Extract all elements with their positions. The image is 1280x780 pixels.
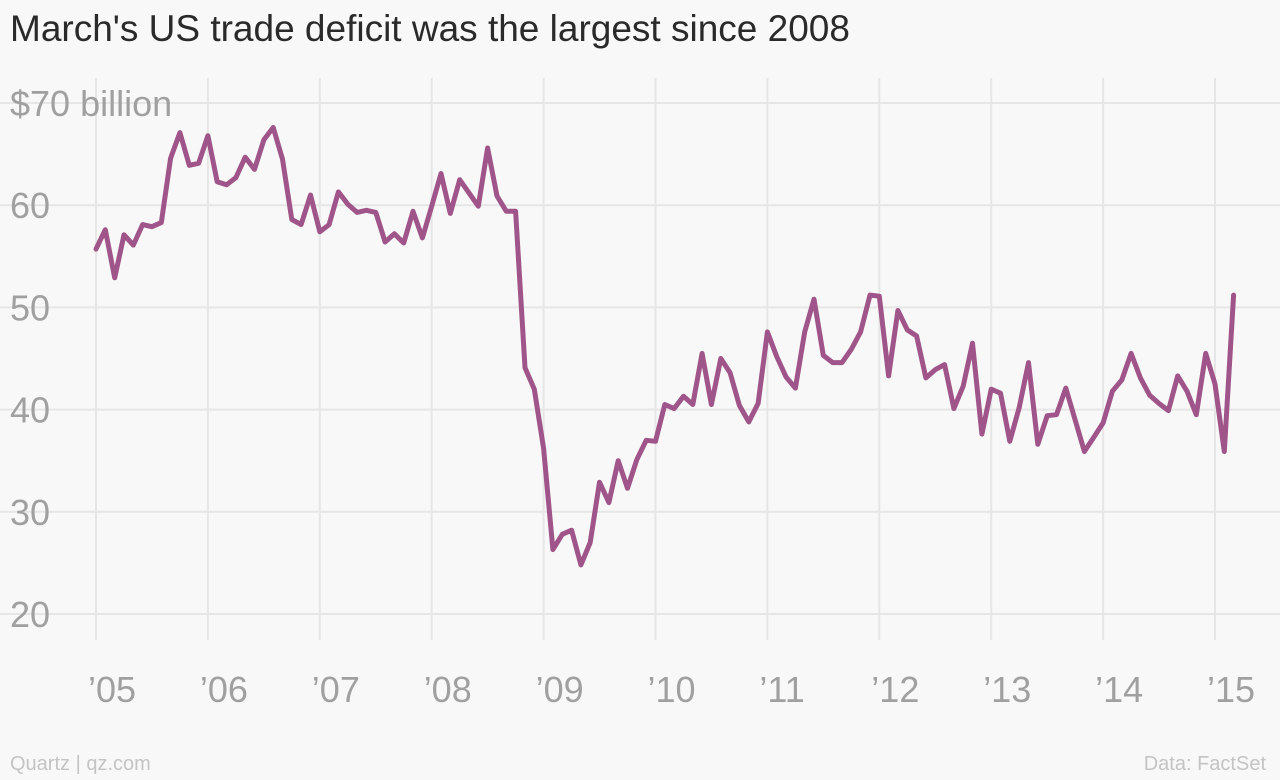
x-tick-label: ’12	[871, 669, 919, 710]
chart-title: March's US trade deficit was the largest…	[10, 8, 850, 49]
x-tick-label: ’10	[648, 669, 696, 710]
y-tick-label: 60	[10, 185, 50, 226]
y-tick-label: 40	[10, 390, 50, 431]
x-tick-label: ’05	[88, 669, 136, 710]
y-tick-label: 20	[10, 594, 50, 635]
x-tick-label: ’15	[1207, 669, 1255, 710]
x-tick-label: ’09	[536, 669, 584, 710]
x-tick-label: ’06	[200, 669, 248, 710]
x-axis-labels: ’05 ’06 ’07 ’08 ’09 ’10 ’11 ’12 ’13 ’14 ’15	[88, 669, 1255, 710]
y-axis-labels: 20 30 40 50 60 $70 billion	[10, 83, 172, 635]
gridlines	[0, 78, 1280, 640]
y-tick-label: $70 billion	[10, 83, 172, 124]
y-tick-label: 50	[10, 287, 50, 328]
x-tick-label: ’07	[312, 669, 360, 710]
series-line	[93, 125, 1237, 568]
x-tick-label: ’13	[983, 669, 1031, 710]
x-tick-label: ’14	[1095, 669, 1143, 710]
source-credit: Quartz | qz.com	[10, 753, 151, 775]
series-layer	[93, 125, 1237, 568]
x-tick-label: ’08	[424, 669, 472, 710]
y-tick-label: 30	[10, 492, 50, 533]
data-source: Data: FactSet	[1143, 753, 1266, 775]
x-tick-label: ’11	[759, 669, 804, 710]
